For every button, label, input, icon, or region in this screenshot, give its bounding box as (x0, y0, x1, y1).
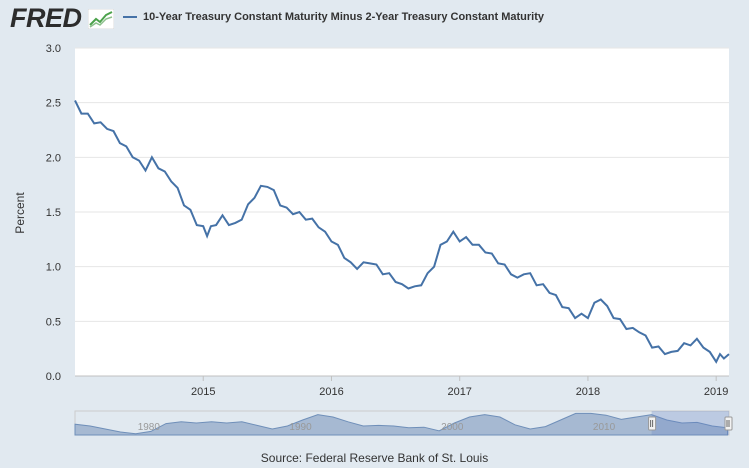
y-tick-label: 1.0 (46, 262, 61, 274)
y-tick-label: 3.0 (46, 43, 61, 55)
legend[interactable]: 10-Year Treasury Constant Maturity Minus… (123, 11, 544, 23)
navigator-label: 1980 (138, 422, 161, 433)
x-tick-label: 2018 (576, 386, 600, 398)
chart-trend-icon (88, 9, 114, 29)
x-tick-label: 2019 (704, 386, 728, 398)
series-line[interactable] (74, 100, 730, 364)
navigator-label: 2000 (441, 422, 464, 433)
navigator-label: 2010 (593, 422, 616, 433)
x-tick-label: 2017 (447, 386, 471, 398)
y-tick-label: 0.0 (46, 371, 61, 383)
y-tick-label: 1.5 (46, 207, 61, 219)
fred-logo[interactable]: FRED (10, 3, 82, 33)
navigator-series (74, 412, 728, 436)
legend-label: 10-Year Treasury Constant Maturity Minus… (143, 11, 545, 23)
x-tick-label: 2015 (191, 386, 215, 398)
navigator[interactable]: 1980 1990 2000 2010 (74, 410, 733, 436)
chart-header: FRED 10-Year Treasury Constant Maturity … (0, 0, 749, 36)
source-caption: Source: Federal Reserve Bank of St. Loui… (260, 451, 489, 465)
y-tick-label: 2.0 (46, 152, 61, 164)
x-tick-label: 2016 (319, 386, 343, 398)
y-axis-label: Percent (13, 192, 27, 234)
y-tick-label: 0.5 (46, 316, 61, 328)
y-axis: 0.0 0.5 1.0 1.5 2.0 2.5 3.0 (46, 43, 61, 383)
navigator-label: 1990 (289, 422, 312, 433)
navigator-selection[interactable] (651, 411, 729, 435)
legend-swatch (123, 16, 137, 19)
y-tick-label: 2.5 (46, 98, 61, 110)
x-axis: 2015 2016 2017 2018 2019 (75, 375, 729, 398)
